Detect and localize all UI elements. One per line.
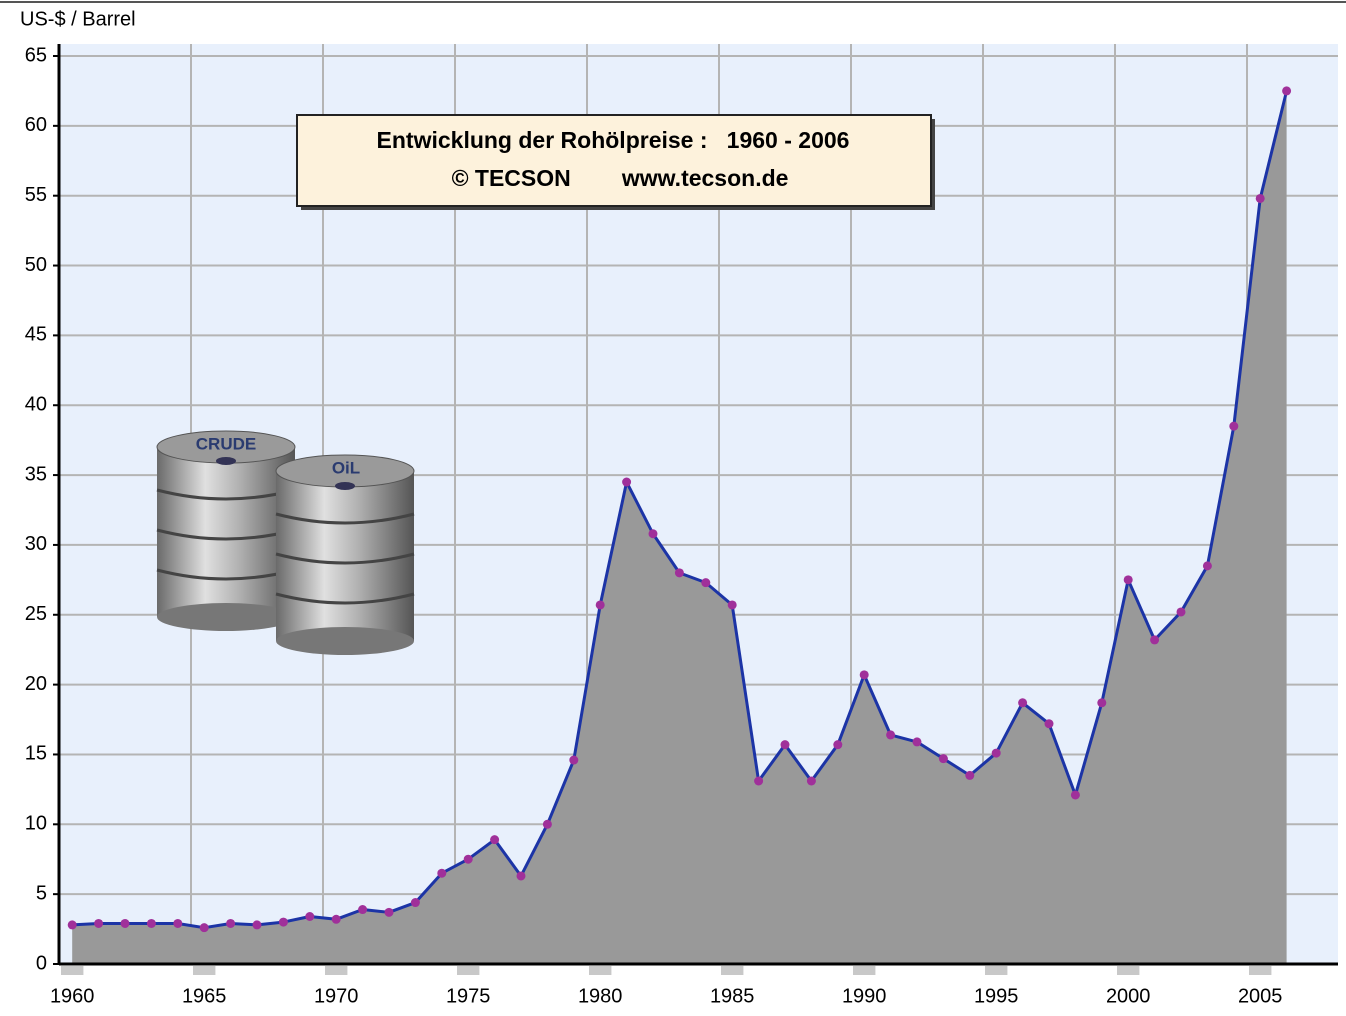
marker: [200, 923, 209, 932]
marker: [675, 568, 684, 577]
x-tick-label: 1990: [842, 985, 887, 1007]
barrel: OiL: [276, 455, 414, 655]
marker: [543, 820, 552, 829]
barrel-label: OiL: [332, 458, 360, 477]
marker: [701, 578, 710, 587]
barrels: CRUDE OiL: [157, 431, 414, 655]
marker: [385, 908, 394, 917]
y-tick-label: 55: [25, 184, 47, 206]
y-tick-label: 40: [25, 394, 47, 416]
marker: [1256, 194, 1265, 203]
x-tick-marker: [721, 966, 743, 975]
x-tick-label: 1985: [710, 985, 755, 1007]
marker: [1203, 561, 1212, 570]
barrel: CRUDE: [157, 431, 295, 631]
marker: [622, 478, 631, 487]
marker: [913, 737, 922, 746]
barrel-label: CRUDE: [196, 434, 256, 453]
marker: [860, 670, 869, 679]
marker: [569, 756, 578, 765]
x-tick-marker: [325, 966, 347, 975]
marker: [437, 869, 446, 878]
marker: [1045, 719, 1054, 728]
y-tick-label: 0: [36, 952, 47, 974]
marker: [147, 919, 156, 928]
marker: [226, 919, 235, 928]
x-tick-marker: [853, 966, 875, 975]
marker: [1150, 635, 1159, 644]
marker: [1229, 422, 1238, 431]
x-tick-marker: [61, 966, 83, 975]
marker: [1018, 698, 1027, 707]
marker: [754, 777, 763, 786]
marker: [464, 855, 473, 864]
x-tick-marker: [193, 966, 215, 975]
marker: [992, 749, 1001, 758]
marker: [1124, 575, 1133, 584]
x-tick-label: 1960: [50, 985, 95, 1007]
y-tick-label: 50: [25, 254, 47, 276]
x-tick-label: 1995: [974, 985, 1019, 1007]
y-tick-label: 45: [25, 324, 47, 346]
marker: [279, 918, 288, 927]
marker: [121, 919, 130, 928]
chart-title: Entwicklung der Rohölpreise : 1960 - 200…: [377, 127, 850, 153]
marker: [1097, 698, 1106, 707]
x-tick-label: 1980: [578, 985, 623, 1007]
marker: [490, 835, 499, 844]
marker: [68, 920, 77, 929]
marker: [596, 600, 605, 609]
marker: [728, 600, 737, 609]
marker: [781, 740, 790, 749]
marker: [807, 777, 816, 786]
y-tick-label: 60: [25, 114, 47, 136]
x-tick-marker: [985, 966, 1007, 975]
marker: [939, 754, 948, 763]
x-tick-marker: [457, 966, 479, 975]
marker: [886, 730, 895, 739]
y-tick-label: 35: [25, 463, 47, 485]
y-tick-label: 15: [25, 743, 47, 765]
y-tick-label: 10: [25, 813, 47, 835]
marker: [358, 905, 367, 914]
marker: [1282, 86, 1291, 95]
marker: [332, 915, 341, 924]
marker: [253, 920, 262, 929]
marker: [517, 871, 526, 880]
y-tick-label: 20: [25, 673, 47, 695]
x-tick-marker: [589, 966, 611, 975]
x-tick-marker: [1117, 966, 1139, 975]
y-tick-label: 25: [25, 603, 47, 625]
marker: [833, 740, 842, 749]
marker: [965, 771, 974, 780]
marker: [305, 912, 314, 921]
y-tick-label: 65: [25, 44, 47, 66]
marker: [411, 898, 420, 907]
marker: [1071, 790, 1080, 799]
y-tick-label: 30: [25, 533, 47, 555]
y-axis-label: US-$ / Barrel: [20, 8, 136, 30]
x-tick-label: 1975: [446, 985, 491, 1007]
x-tick-label: 2005: [1238, 985, 1283, 1007]
x-tick-label: 2000: [1106, 985, 1151, 1007]
title-box: Entwicklung der Rohölpreise : 1960 - 200…: [297, 115, 935, 210]
marker: [173, 919, 182, 928]
marker: [649, 529, 658, 538]
x-tick-label: 1970: [314, 985, 359, 1007]
marker: [94, 919, 103, 928]
chart-subtitle: © TECSON www.tecson.de: [452, 165, 789, 191]
chart: 0 5 10 15 20 25 30 35 40 45 50 55 60 65 1960 1965 1970 19…: [0, 0, 1346, 1011]
x-tick-marker: [1249, 966, 1271, 975]
y-tick-label: 5: [36, 882, 47, 904]
marker: [1177, 607, 1186, 616]
x-tick-label: 1965: [182, 985, 227, 1007]
